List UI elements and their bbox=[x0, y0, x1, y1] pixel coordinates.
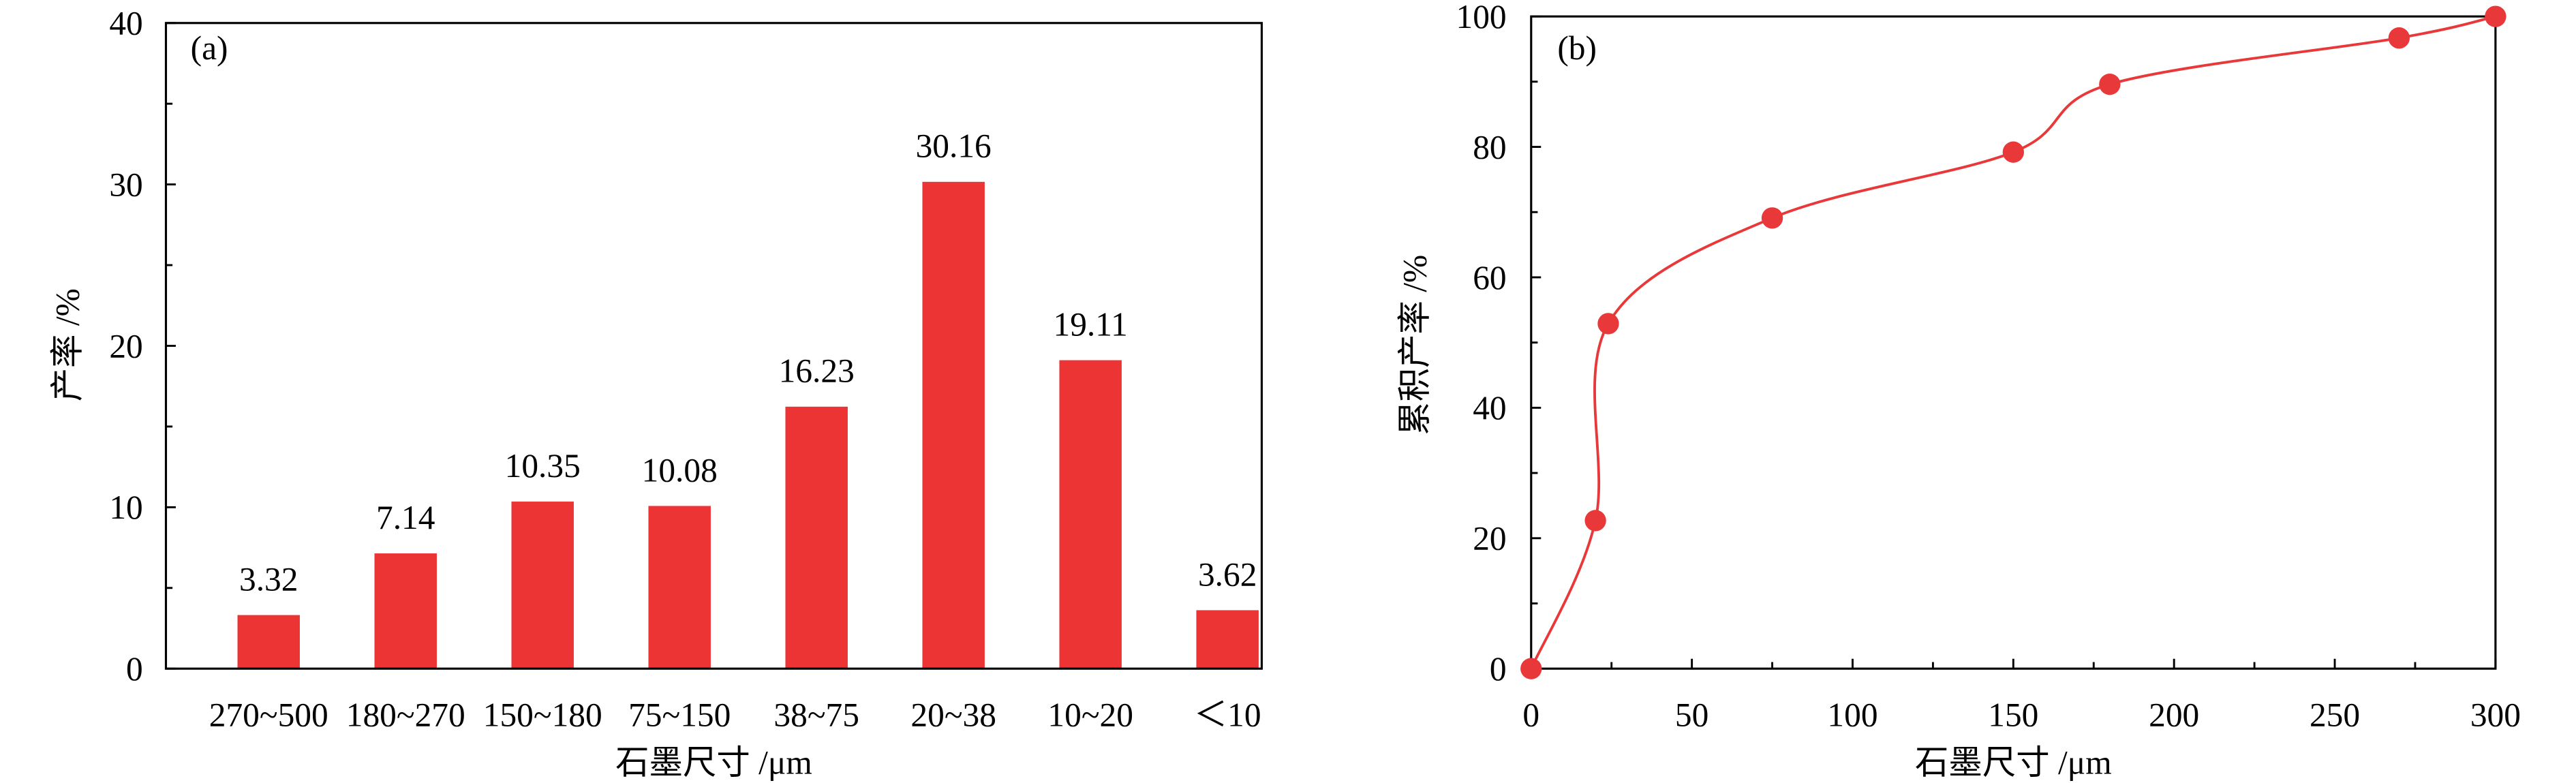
panel-b-y-axis-title: 累积产率 /% bbox=[1396, 255, 1434, 435]
y-tick-label: 80 bbox=[1473, 128, 1506, 166]
x-tick-label: 200 bbox=[2149, 696, 2199, 734]
panel-a-label: (a) bbox=[191, 29, 228, 67]
cumulative-yield-line bbox=[1530, 15, 2496, 669]
bar bbox=[648, 506, 711, 669]
panel-b-label: (b) bbox=[1557, 29, 1597, 67]
x-tick-label: 20~38 bbox=[910, 696, 996, 734]
bar bbox=[1196, 610, 1259, 669]
bar bbox=[374, 553, 437, 669]
bar bbox=[785, 406, 848, 669]
x-tick-label: 38~75 bbox=[773, 696, 859, 734]
panel-a-y-axis-title: 产率 /% bbox=[49, 288, 87, 401]
x-tick-label: 10~20 bbox=[1047, 696, 1133, 734]
data-point bbox=[2099, 73, 2121, 95]
bar-value-label: 30.16 bbox=[916, 127, 992, 165]
y-tick-label: 100 bbox=[1456, 0, 1507, 35]
x-tick-label: 75~150 bbox=[628, 696, 731, 734]
x-tick-label: 300 bbox=[2470, 696, 2521, 734]
bar-series bbox=[237, 181, 1259, 669]
bar bbox=[922, 181, 985, 669]
bar-value-label: 3.62 bbox=[1198, 555, 1257, 593]
panel-b-x-axis-title: 石墨尺寸 /μm bbox=[1915, 743, 2112, 781]
x-tick-label: 50 bbox=[1675, 696, 1708, 734]
y-tick-label: 10 bbox=[109, 489, 142, 526]
data-point bbox=[1584, 510, 1606, 532]
y-tick-label: 0 bbox=[1490, 650, 1507, 688]
panel-b-text-labels: 0 20 40 60 80 100 0 50 100 150 200 250 300 bbox=[1456, 0, 2521, 734]
panel-b-plot-frame bbox=[1530, 15, 2497, 670]
data-point bbox=[1761, 207, 1783, 229]
data-point bbox=[2388, 27, 2410, 49]
y-tick-label: 30 bbox=[109, 166, 142, 204]
x-tick-label: 250 bbox=[2310, 696, 2360, 734]
bar-value-label: 10.35 bbox=[505, 447, 581, 485]
panel-a-text-labels: 3.32 7.14 10.35 10.08 16.23 30.16 19.11 3.62 270… bbox=[109, 5, 1261, 734]
bar-value-label: 7.14 bbox=[376, 499, 435, 536]
data-point bbox=[1597, 313, 1619, 335]
x-tick-label: 270~500 bbox=[209, 696, 328, 734]
y-tick-label: 20 bbox=[109, 327, 142, 365]
x-tick-label: 180~270 bbox=[346, 696, 465, 734]
bar bbox=[1059, 360, 1122, 669]
panel-a-x-axis-title: 石墨尺寸 /μm bbox=[615, 743, 812, 781]
y-tick-label: 60 bbox=[1473, 259, 1506, 296]
x-tick-label: 100 bbox=[1827, 696, 1877, 734]
y-tick-label: 40 bbox=[1473, 389, 1506, 427]
bar-value-label: 16.23 bbox=[779, 352, 855, 390]
x-tick-label: ＜10 bbox=[1194, 696, 1261, 734]
x-tick-label: 150 bbox=[1988, 696, 2038, 734]
bar-value-label: 3.32 bbox=[239, 560, 298, 598]
bar bbox=[237, 615, 300, 669]
x-tick-label: 150~180 bbox=[483, 696, 602, 734]
bar-value-label: 10.08 bbox=[642, 451, 718, 489]
y-tick-label: 40 bbox=[109, 5, 142, 42]
panel-b-tick-marks bbox=[1530, 15, 2497, 670]
data-point bbox=[2002, 141, 2024, 163]
data-point bbox=[2485, 5, 2506, 27]
cumulative-yield-markers bbox=[1520, 5, 2506, 679]
panel-b-cumulative-line-chart: 0 20 40 60 80 100 0 50 100 150 200 250 300 (b) 石墨尺寸 … bbox=[1396, 0, 2521, 781]
bar bbox=[511, 502, 574, 669]
x-tick-label: 0 bbox=[1522, 696, 1539, 734]
panel-a-tick-marks bbox=[166, 22, 176, 670]
y-tick-label: 0 bbox=[126, 650, 143, 688]
data-point bbox=[1520, 658, 1542, 679]
y-tick-label: 20 bbox=[1473, 520, 1506, 557]
panel-a-bar-chart: 3.32 7.14 10.35 10.08 16.23 30.16 19.11 3.62 270… bbox=[49, 5, 1263, 781]
bar-value-label: 19.11 bbox=[1054, 305, 1128, 343]
